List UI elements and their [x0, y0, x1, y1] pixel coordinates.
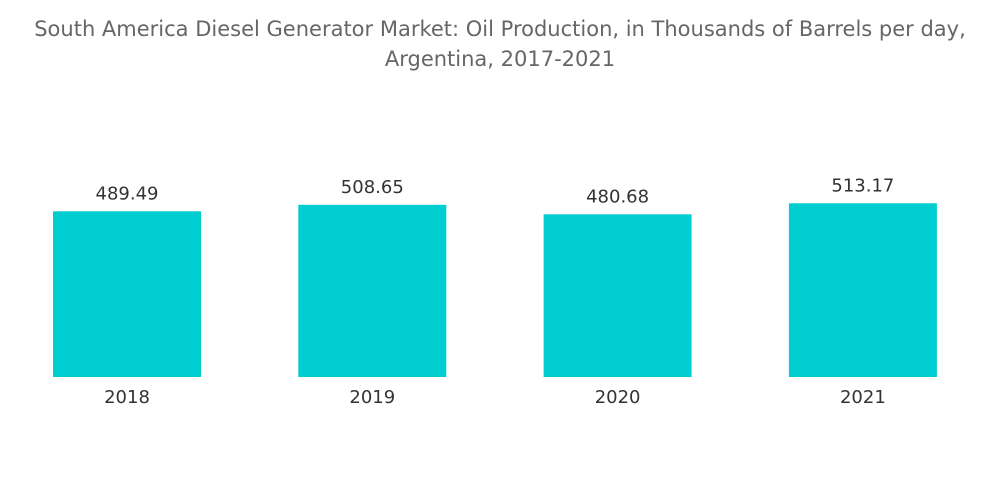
value-label-2021: 513.17: [831, 175, 894, 196]
value-label-2019: 508.65: [341, 177, 404, 198]
category-label-2021: 2021: [840, 387, 886, 408]
bar-2019: [298, 204, 447, 377]
value-label-2018: 489.49: [96, 183, 159, 204]
value-label-2020: 480.68: [586, 186, 649, 207]
category-label-2018: 2018: [104, 387, 150, 408]
bar-2020: [543, 214, 692, 377]
category-label-2020: 2020: [595, 387, 641, 408]
chart-title-line-2: Argentina, 2017-2021: [384, 47, 616, 71]
bar-2018: [53, 211, 201, 377]
category-label-2019: 2019: [349, 387, 395, 408]
chart-title-line-1: South America Diesel Generator Market: O…: [34, 17, 966, 41]
bar-2021: [788, 203, 937, 377]
chart-title: South America Diesel Generator Market: O…: [0, 14, 1000, 74]
